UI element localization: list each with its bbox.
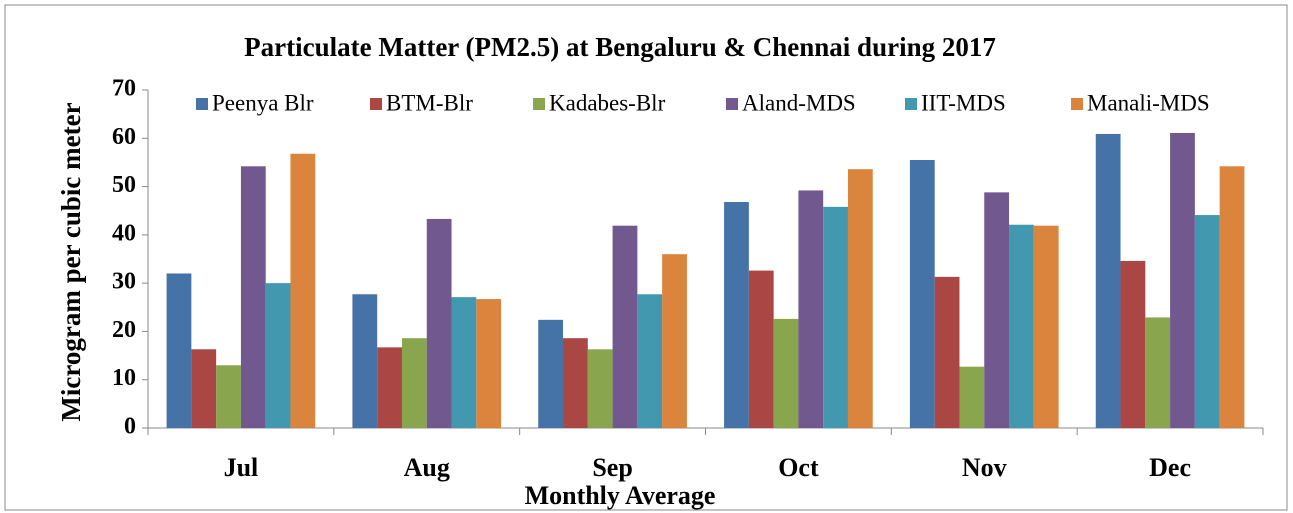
legend-label: IIT-MDS [921, 90, 1006, 115]
bar [662, 254, 687, 428]
legend-swatch [1071, 98, 1083, 110]
bar [823, 206, 848, 428]
x-tick-label: Sep [592, 453, 632, 482]
y-tick-label: 30 [112, 269, 136, 295]
y-tick-label: 20 [112, 317, 136, 343]
x-tick-label: Nov [962, 453, 1007, 482]
bar [748, 270, 774, 428]
bar [984, 192, 1010, 428]
bar [587, 349, 613, 428]
bar [724, 202, 749, 428]
bar [563, 338, 588, 428]
y-tick-label: 50 [112, 172, 136, 198]
bar [451, 297, 477, 428]
legend-swatch [370, 98, 382, 110]
y-tick-label: 10 [112, 365, 136, 391]
bar [637, 294, 663, 428]
legend-label: Aland-MDS [742, 90, 856, 115]
bar [538, 319, 564, 428]
bar [612, 225, 638, 428]
bar [1009, 224, 1034, 428]
legend-swatch [726, 98, 738, 110]
legend-swatch [196, 98, 208, 110]
bar [909, 160, 935, 428]
legend-swatch [905, 98, 917, 110]
bar [290, 153, 316, 429]
bar [847, 169, 873, 428]
chart-title: Particulate Matter (PM2.5) at Bengaluru … [244, 32, 996, 62]
y-tick-label: 60 [112, 124, 136, 150]
bar [476, 299, 502, 428]
bar [773, 318, 799, 428]
bar [352, 294, 378, 428]
y-tick-label: 40 [112, 220, 136, 246]
x-tick-label: Jul [224, 453, 259, 482]
legend-label: Kadabes-Blr [549, 90, 666, 115]
bar [1145, 317, 1171, 428]
bar [1170, 132, 1195, 428]
x-tick-label: Aug [404, 453, 450, 482]
bar [1095, 133, 1121, 428]
x-tick-label: Oct [778, 453, 819, 482]
legend-label: BTM-Blr [386, 90, 473, 115]
legend-label: Peenya Blr [212, 90, 314, 115]
x-tick-label: Dec [1149, 453, 1191, 482]
bar [191, 349, 217, 428]
legend-label: Manali-MDS [1087, 90, 1210, 115]
bar [166, 273, 192, 428]
bar [1219, 166, 1245, 428]
bar [377, 347, 402, 428]
y-tick-label: 0 [124, 414, 136, 440]
bar [798, 190, 824, 428]
bar [216, 365, 241, 428]
x-axis-label: Monthly Average [525, 481, 716, 510]
y-tick-label: 70 [112, 76, 136, 102]
legend-swatch [533, 98, 545, 110]
chart-border [4, 4, 1288, 511]
bar [426, 218, 452, 428]
bar [265, 283, 291, 428]
bar [1194, 215, 1220, 428]
bar [401, 338, 427, 428]
bar [1033, 225, 1059, 428]
bar [959, 366, 985, 428]
bar [240, 166, 266, 428]
bar [1120, 260, 1146, 428]
bar [934, 276, 960, 428]
y-axis-label: Microgram per cubic meter [56, 102, 86, 421]
